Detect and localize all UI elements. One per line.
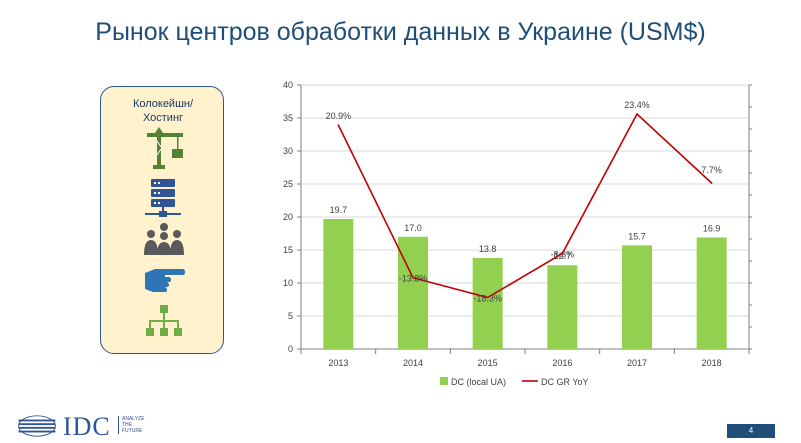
page-title: Рынок центров обработки данных в Украине… (95, 18, 706, 46)
y-tick-label: 15 (283, 245, 293, 255)
x-tick-label: 2015 (478, 358, 498, 368)
line-data-label: -8.3% (551, 250, 575, 260)
y-tick-label: 25 (283, 179, 293, 189)
side-panel-label: Колокейшн/Хостинг (132, 98, 194, 124)
idc-logo-icon (18, 415, 56, 437)
idc-logo-text: IDC (63, 412, 111, 441)
bar-data-label: 17.0 (404, 223, 422, 233)
line-series (337, 112, 713, 299)
line-data-label: -18.3% (473, 294, 502, 304)
y-tick-label: 40 (283, 80, 293, 90)
line-data-label: -13.8% (399, 274, 428, 284)
legend-label: DC GR YoY (541, 377, 589, 387)
page-number: 4 (727, 424, 775, 438)
y-tick-label: 20 (283, 212, 293, 222)
x-tick-label: 2016 (552, 358, 572, 368)
y-tick-label: 5 (288, 311, 293, 321)
x-tick-label: 2013 (328, 358, 348, 368)
crane-icon (147, 127, 183, 169)
bar-data-label: 16.9 (703, 223, 721, 233)
x-tick-label: 2014 (403, 358, 423, 368)
bar (696, 237, 727, 349)
bar (547, 265, 578, 349)
bar (472, 257, 503, 349)
line-data-label: 20.9% (326, 111, 352, 121)
line-point (561, 252, 564, 255)
bar-data-label: 19.7 (330, 205, 348, 215)
bar (622, 245, 652, 349)
bar-data-label: 12.7 (554, 251, 572, 261)
y-tick-label: 35 (283, 113, 293, 123)
line-data-label: 7.7% (701, 165, 722, 175)
server-rack-icon (145, 179, 181, 217)
x-tick-label: 2018 (702, 358, 722, 368)
bar (398, 236, 428, 349)
line-point (337, 124, 340, 126)
line-point (636, 113, 638, 115)
legend-swatch-bar (440, 377, 448, 385)
y-tick-label: 0 (288, 344, 293, 354)
line-point (412, 276, 414, 279)
hierarchy-icon (146, 305, 182, 336)
idc-tagline: ANALYZE THE FUTURE (118, 416, 146, 434)
x-tick-label: 2017 (627, 358, 647, 368)
bar (323, 218, 354, 349)
line-point (486, 296, 489, 299)
audience-icon (144, 223, 184, 255)
side-panel: Колокейшн/Хостинг (100, 86, 224, 354)
line-data-label: 23.4% (624, 100, 650, 110)
pointing-hand-icon (145, 269, 185, 292)
legend-label: DC (local UA) (451, 377, 506, 387)
bar-data-label: 13.8 (479, 244, 497, 254)
line-point (710, 182, 713, 184)
bar-data-label: 15.7 (628, 231, 646, 241)
y-tick-label: 10 (283, 278, 293, 288)
y-tick-label: 30 (283, 146, 293, 156)
